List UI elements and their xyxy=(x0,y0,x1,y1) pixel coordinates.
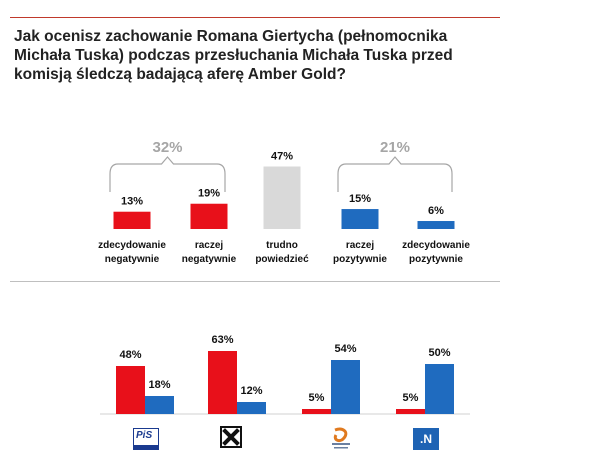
chart-title: Jak ocenisz zachowanie Romana Giertycha … xyxy=(14,28,453,83)
value-label-3: 15% xyxy=(349,193,371,205)
party-value-label-0-3: 5% xyxy=(403,392,419,404)
category-label-2-line-0: trudno xyxy=(266,240,298,251)
section-divider xyxy=(10,281,500,282)
category-label-4-line-0: zdecydowanie xyxy=(402,240,470,251)
party-value-label-0-2: 5% xyxy=(309,392,325,404)
pis-logo-stripe xyxy=(134,445,158,449)
category-label-4-line-1: pozytywnie xyxy=(409,254,463,265)
category-label-2-line-1: powiedzieć xyxy=(255,254,309,265)
kukiz-cross-icon xyxy=(222,428,240,446)
value-label-4: 6% xyxy=(428,205,444,217)
category-label-1-line-1: negatywnie xyxy=(182,254,237,265)
category-label-1-line-0: raczej xyxy=(195,240,224,251)
group-bracket-0 xyxy=(109,156,226,192)
category-label-0-line-0: zdecydowanie xyxy=(98,240,166,251)
party-bar-0-2 xyxy=(302,409,331,414)
party-bar-0-3 xyxy=(396,409,425,414)
value-label-2: 47% xyxy=(271,150,293,162)
party-value-label-1-1: 12% xyxy=(240,385,262,397)
party-value-label-1-0: 18% xyxy=(148,379,170,391)
group-label-1: 21% xyxy=(380,139,410,156)
value-label-1: 19% xyxy=(198,188,220,200)
category-label-0-line-1: negatywnie xyxy=(105,254,160,265)
party-value-label-0-1: 63% xyxy=(211,334,233,346)
bar-2 xyxy=(263,166,301,229)
platforma-obywatelska-logo-icon xyxy=(327,427,355,451)
party-bar-1-0 xyxy=(145,396,174,414)
party-bar-1-1 xyxy=(237,402,266,414)
party-bar-1-3 xyxy=(425,364,454,414)
kukiz-logo-icon xyxy=(220,426,242,448)
bar-0 xyxy=(113,211,151,229)
party-value-label-1-2: 54% xyxy=(334,343,356,355)
group-bracket-1 xyxy=(337,156,453,192)
po-swoosh-icon xyxy=(332,427,350,449)
nowoczesna-logo-icon: .N xyxy=(413,428,439,450)
party-value-label-1-3: 50% xyxy=(428,347,450,359)
party-bar-1-2 xyxy=(331,360,360,414)
category-label-3-line-0: raczej xyxy=(346,240,375,251)
value-label-0: 13% xyxy=(121,196,143,208)
pis-logo-text: PiS xyxy=(136,430,153,441)
pis-logo-icon: PiS xyxy=(133,428,159,450)
top-rule xyxy=(10,17,500,18)
group-label-0: 32% xyxy=(152,139,182,156)
party-bar-0-0 xyxy=(116,366,145,414)
bar-1 xyxy=(190,203,228,229)
party-value-label-0-0: 48% xyxy=(119,349,141,361)
category-label-3-line-1: pozytywnie xyxy=(333,254,387,265)
bar-3 xyxy=(341,209,379,229)
party-bar-0-1 xyxy=(208,351,237,414)
bar-4 xyxy=(417,221,455,229)
